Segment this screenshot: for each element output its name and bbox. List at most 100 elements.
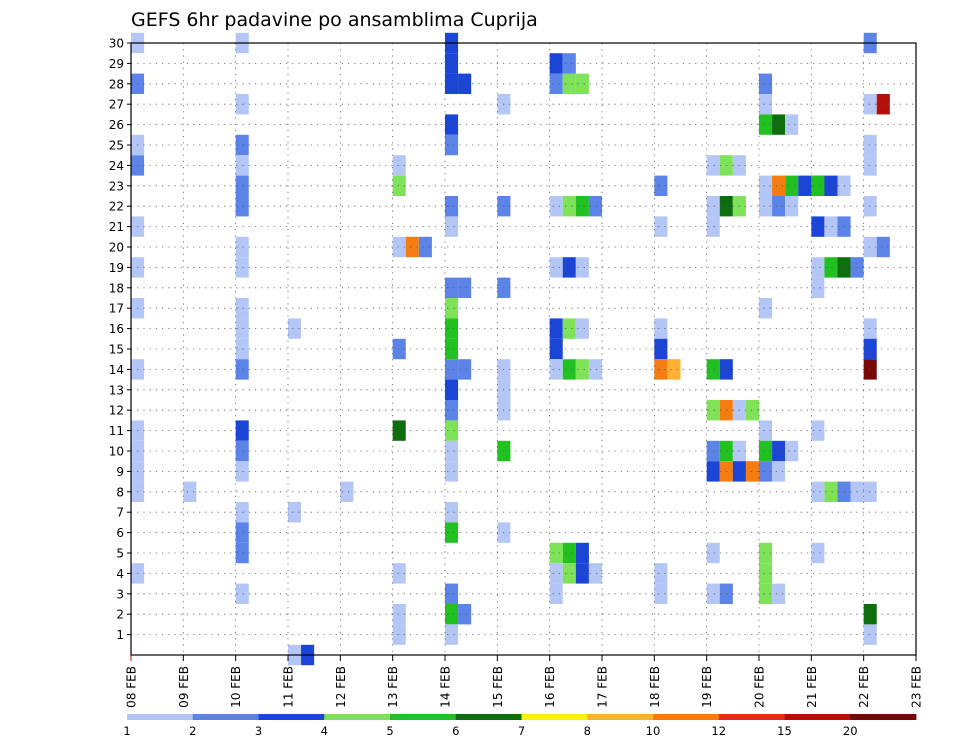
y-tick-label: 13 [109,383,124,397]
precip-cell [811,277,825,298]
precip-cell [706,400,720,421]
precip-cell [288,502,302,523]
precip-cell [863,94,877,115]
y-tick-label: 15 [109,343,124,357]
colorbar-label: 7 [518,724,525,738]
precip-cell [562,563,576,584]
precip-cell [876,236,890,258]
precip-cell [863,359,877,380]
colorbar-label: 1 [123,724,130,738]
precip-cell [772,440,786,462]
precip-cell [392,563,406,584]
chart-title: GEFS 6hr padavine po ansamblima Cuprija [131,9,538,31]
precip-cell [235,420,249,441]
x-tick-label: 12 FEB [334,666,348,708]
precip-cell [706,155,720,176]
precip-cell [575,563,589,584]
y-tick-label: 10 [109,445,124,459]
precip-cell [745,461,759,482]
y-tick-label: 11 [109,424,124,438]
precip-cell [235,583,249,604]
y-tick-label: 22 [109,200,124,214]
precip-cell [575,73,589,94]
precip-cell [340,481,354,502]
precip-cell [392,338,406,360]
y-tick-label: 1 [116,628,124,642]
colorbar-label: 20 [843,724,858,738]
precip-cell [706,216,720,237]
colorbar-swatch [390,714,457,720]
precip-cell [863,338,877,360]
y-tick-label: 3 [116,587,124,601]
precip-cell [445,114,459,135]
x-tick-label: 15 FEB [491,666,505,708]
precip-cell [706,542,720,564]
precip-cell [549,359,563,380]
x-tick-label: 22 FEB [857,666,871,708]
y-tick-label: 16 [109,322,124,336]
precip-cell [824,216,838,237]
precip-cell [458,277,472,298]
y-tick-label: 6 [116,526,124,540]
precip-cell [235,175,249,196]
colorbar-label: 15 [777,724,792,738]
precip-cell [798,175,812,196]
precip-cell [445,420,459,441]
colorbar-label: 3 [255,724,262,738]
precip-cell [824,175,838,196]
precip-cell [811,542,825,564]
precip-cell [392,604,406,625]
precip-cell [549,53,563,74]
precip-cell [654,583,668,604]
precip-cell [863,624,877,645]
precip-cell [759,175,773,196]
precip-cell [235,298,249,319]
precip-cell [235,502,249,523]
colorbar-swatch [784,714,851,720]
precip-cell [759,298,773,319]
precip-cell [706,196,720,217]
precip-cell [575,196,589,217]
colorbar-swatch [521,714,588,720]
precip-cell [785,440,799,462]
precip-cells [131,32,890,666]
precip-cell [654,318,668,339]
precip-cell [759,583,773,604]
precip-cell [706,440,720,462]
grid-lines [131,43,916,655]
precip-cell [759,440,773,462]
x-tick-label: 09 FEB [177,666,191,708]
x-tick-label: 19 FEB [700,666,714,708]
precip-cell [863,318,877,339]
precip-cell [445,359,459,380]
precip-cell [288,318,302,339]
x-tick-label: 16 FEB [543,666,557,708]
y-tick-label: 21 [109,220,124,234]
precip-cell [235,440,249,462]
precip-cell [811,257,825,278]
precip-cell [811,216,825,237]
precip-cell [392,175,406,196]
precip-cell [235,359,249,380]
y-tick-label: 26 [109,118,124,132]
precip-cell [235,155,249,176]
precip-cell [549,583,563,604]
precip-cell [445,502,459,523]
precip-cell [235,461,249,482]
x-tick-label: 13 FEB [386,666,400,708]
precip-cell [445,318,459,339]
precip-cell [405,236,419,258]
precip-cell [588,359,602,380]
y-tick-label: 25 [109,139,124,153]
colorbar-swatch [455,714,522,720]
colorbar-swatch [850,714,917,720]
precip-cell [863,134,877,156]
precip-cell [458,604,472,625]
precip-cell [562,196,576,217]
precip-cell [759,73,773,94]
precip-cell [759,563,773,584]
colorbar: 1 2 3 4 5 6 7 8 10 12 15 20 [123,714,917,738]
precip-cell [418,236,432,258]
precip-cell [445,440,459,462]
